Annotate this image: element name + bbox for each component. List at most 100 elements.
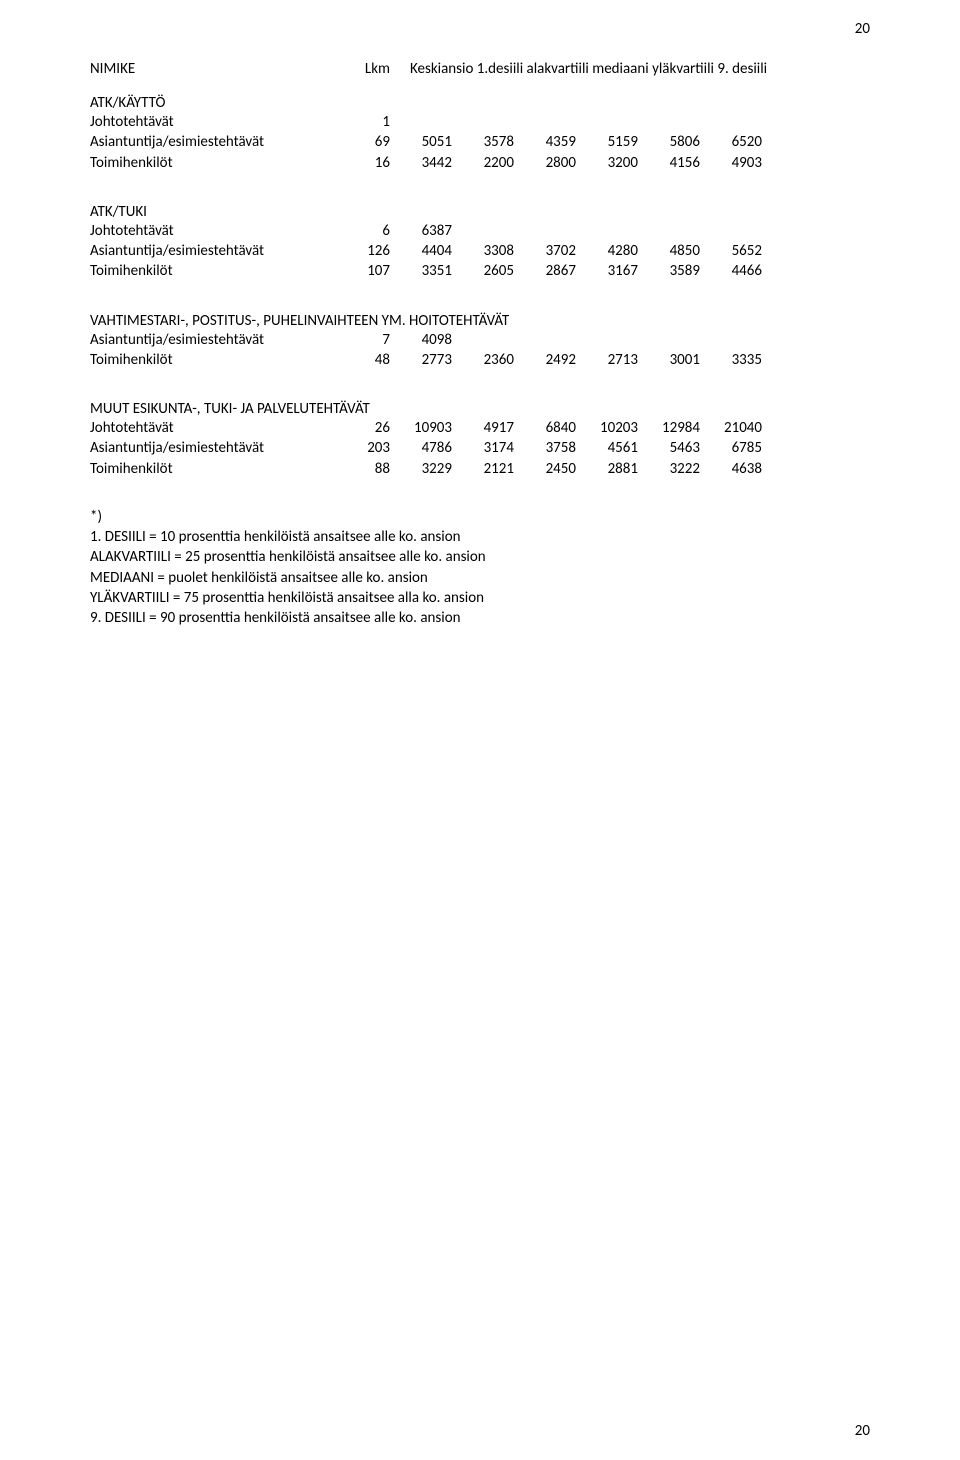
row-value: 4561 xyxy=(576,438,638,458)
table-row: Johtotehtävät 1 xyxy=(90,112,870,132)
row-label: Johtotehtävät xyxy=(90,112,350,132)
footnote-line: ALAKVARTIILI = 25 prosenttia henkilöistä… xyxy=(90,547,870,567)
section-title: VAHTIMESTARI-, POSTITUS-, PUHELINVAIHTEE… xyxy=(90,312,870,330)
row-value xyxy=(638,330,700,350)
row-value: 3174 xyxy=(452,438,514,458)
row-value: 4638 xyxy=(700,459,762,479)
row-value: 3589 xyxy=(638,261,700,281)
row-label: Asiantuntija/esimiestehtävät xyxy=(90,330,350,350)
footnotes: *) 1. DESIILI = 10 prosenttia henkilöist… xyxy=(90,507,870,629)
row-value xyxy=(514,330,576,350)
row-value: 3229 xyxy=(390,459,452,479)
row-value: 4280 xyxy=(576,241,638,261)
row-value: 2881 xyxy=(576,459,638,479)
header-col-rest: Keskiansio 1.desiili alakvartiili mediaa… xyxy=(390,60,870,78)
row-lkm: 126 xyxy=(350,241,390,261)
row-value: 4156 xyxy=(638,153,700,173)
row-value xyxy=(700,330,762,350)
section-title: MUUT ESIKUNTA-, TUKI- JA PALVELUTEHTÄVÄT xyxy=(90,400,870,418)
row-value: 4404 xyxy=(390,241,452,261)
row-value: 5159 xyxy=(576,132,638,152)
row-value: 4903 xyxy=(700,153,762,173)
footnote-line: YLÄKVARTIILI = 75 prosenttia henkilöistä… xyxy=(90,588,870,608)
row-lkm: 16 xyxy=(350,153,390,173)
row-value: 12984 xyxy=(638,418,700,438)
row-value: 3001 xyxy=(638,350,700,370)
section-title: ATK/KÄYTTÖ xyxy=(90,94,870,112)
row-lkm: 88 xyxy=(350,459,390,479)
row-label: Asiantuntija/esimiestehtävät xyxy=(90,438,350,458)
row-value: 3167 xyxy=(576,261,638,281)
table-row: Asiantuntija/esimiestehtävät 126 4404 33… xyxy=(90,241,870,261)
table-row: Toimihenkilöt 16 3442 2200 2800 3200 415… xyxy=(90,153,870,173)
row-label: Johtotehtävät xyxy=(90,221,350,241)
row-value: 3200 xyxy=(576,153,638,173)
table-row: Toimihenkilöt 88 3229 2121 2450 2881 322… xyxy=(90,459,870,479)
row-value xyxy=(514,112,576,132)
row-value xyxy=(452,221,514,241)
row-value: 2200 xyxy=(452,153,514,173)
row-value xyxy=(390,112,452,132)
row-value xyxy=(576,112,638,132)
row-value: 6387 xyxy=(390,221,452,241)
row-value: 2713 xyxy=(576,350,638,370)
row-value: 2773 xyxy=(390,350,452,370)
row-value: 4098 xyxy=(390,330,452,350)
table-row: Johtotehtävät 26 10903 4917 6840 10203 1… xyxy=(90,418,870,438)
row-value: 4917 xyxy=(452,418,514,438)
row-value xyxy=(700,221,762,241)
row-value: 5463 xyxy=(638,438,700,458)
row-lkm: 107 xyxy=(350,261,390,281)
row-value: 10903 xyxy=(390,418,452,438)
footnote-line: MEDIAANI = puolet henkilöistä ansaitsee … xyxy=(90,568,870,588)
table-row: Asiantuntija/esimiestehtävät 7 4098 xyxy=(90,330,870,350)
row-label: Johtotehtävät xyxy=(90,418,350,438)
row-value: 3702 xyxy=(514,241,576,261)
row-value: 21040 xyxy=(700,418,762,438)
row-lkm: 7 xyxy=(350,330,390,350)
row-value: 6840 xyxy=(514,418,576,438)
footnote-line: 1. DESIILI = 10 prosenttia henkilöistä a… xyxy=(90,527,870,547)
row-value: 3578 xyxy=(452,132,514,152)
row-value xyxy=(700,112,762,132)
row-value: 2867 xyxy=(514,261,576,281)
row-lkm: 69 xyxy=(350,132,390,152)
page: 20 NIMIKE Lkm Keskiansio 1.desiili alakv… xyxy=(0,0,960,1460)
row-value: 3351 xyxy=(390,261,452,281)
row-value: 2360 xyxy=(452,350,514,370)
table-row: Asiantuntija/esimiestehtävät 203 4786 31… xyxy=(90,438,870,458)
row-label: Toimihenkilöt xyxy=(90,459,350,479)
page-number-top: 20 xyxy=(855,20,870,38)
table-row: Toimihenkilöt 48 2773 2360 2492 2713 300… xyxy=(90,350,870,370)
row-value: 2605 xyxy=(452,261,514,281)
row-lkm: 26 xyxy=(350,418,390,438)
section-title: ATK/TUKI xyxy=(90,203,870,221)
row-value xyxy=(514,221,576,241)
row-label: Toimihenkilöt xyxy=(90,350,350,370)
table-row: Toimihenkilöt 107 3351 2605 2867 3167 35… xyxy=(90,261,870,281)
footnote-line: *) xyxy=(90,507,870,527)
row-value: 2800 xyxy=(514,153,576,173)
row-value: 3222 xyxy=(638,459,700,479)
row-label: Asiantuntija/esimiestehtävät xyxy=(90,132,350,152)
row-value: 4359 xyxy=(514,132,576,152)
row-value xyxy=(576,221,638,241)
row-value: 6785 xyxy=(700,438,762,458)
row-value: 4850 xyxy=(638,241,700,261)
row-value xyxy=(638,112,700,132)
row-value: 4786 xyxy=(390,438,452,458)
row-value: 3442 xyxy=(390,153,452,173)
row-value xyxy=(452,112,514,132)
table-row: Asiantuntija/esimiestehtävät 69 5051 357… xyxy=(90,132,870,152)
row-value: 5652 xyxy=(700,241,762,261)
row-value: 3335 xyxy=(700,350,762,370)
table-row: Johtotehtävät 6 6387 xyxy=(90,221,870,241)
row-value xyxy=(452,330,514,350)
row-lkm: 48 xyxy=(350,350,390,370)
row-label: Toimihenkilöt xyxy=(90,153,350,173)
header-col-name: NIMIKE xyxy=(90,60,350,78)
table-header-row: NIMIKE Lkm Keskiansio 1.desiili alakvart… xyxy=(90,60,870,78)
row-label: Toimihenkilöt xyxy=(90,261,350,281)
row-lkm: 203 xyxy=(350,438,390,458)
page-number-bottom: 20 xyxy=(855,1422,870,1440)
